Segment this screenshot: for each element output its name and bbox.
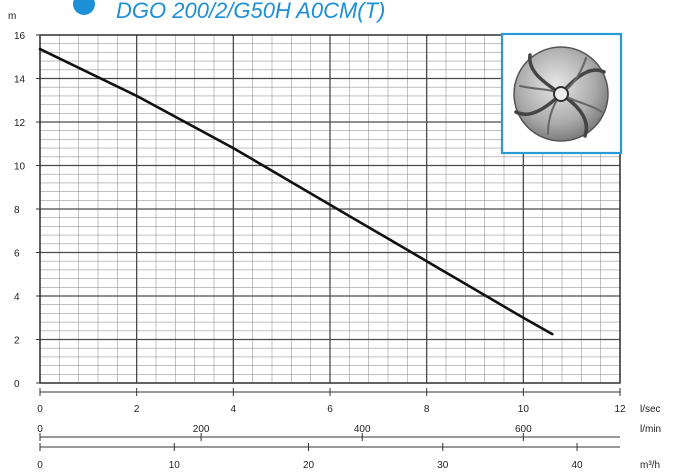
impeller-inset	[500, 32, 623, 155]
y-tick-label: 0	[14, 379, 20, 390]
x-tick-label: 4	[231, 404, 237, 415]
chart-title: DGO 200/2/G50H A0CM(T)	[116, 0, 385, 23]
x-tick-label: 200	[193, 424, 210, 435]
y-tick-label: 14	[14, 75, 26, 86]
brand-dot-icon	[73, 0, 95, 15]
x-tick-label: 10	[518, 404, 530, 415]
series-layer	[38, 47, 554, 336]
y-axis-label: m	[8, 11, 16, 22]
x-tick-label: 6	[327, 404, 333, 415]
y-tick-label: 6	[14, 249, 20, 260]
x-axis-unit-label: l/sec	[640, 404, 661, 415]
y-tick-label: 10	[14, 162, 26, 173]
x-axis-unit-label: m³/h	[640, 460, 660, 471]
x-tick-label: 400	[354, 424, 371, 435]
impeller-icon	[513, 46, 609, 142]
y-tick-label: 12	[14, 118, 26, 129]
x-tick-label: 0	[37, 424, 43, 435]
x-tick-label: 8	[424, 404, 430, 415]
x-tick-label: 600	[515, 424, 532, 435]
y-tick-label: 2	[14, 336, 20, 347]
x-tick-label: 0	[37, 460, 43, 471]
y-tick-label: 8	[14, 205, 20, 216]
x-tick-label: 12	[614, 404, 626, 415]
x-tick-label: 10	[169, 460, 181, 471]
x-tick-label: 2	[134, 404, 140, 415]
x-tick-label: 30	[437, 460, 449, 471]
x-tick-label: 0	[37, 404, 43, 415]
x-axis-unit-label: l/min	[640, 424, 661, 435]
x-tick-label: 20	[303, 460, 315, 471]
y-tick-label: 16	[14, 31, 26, 42]
x-tick-label: 40	[571, 460, 583, 471]
axes	[36, 34, 621, 451]
y-tick-label: 4	[14, 292, 20, 303]
performance-curve	[38, 47, 554, 336]
